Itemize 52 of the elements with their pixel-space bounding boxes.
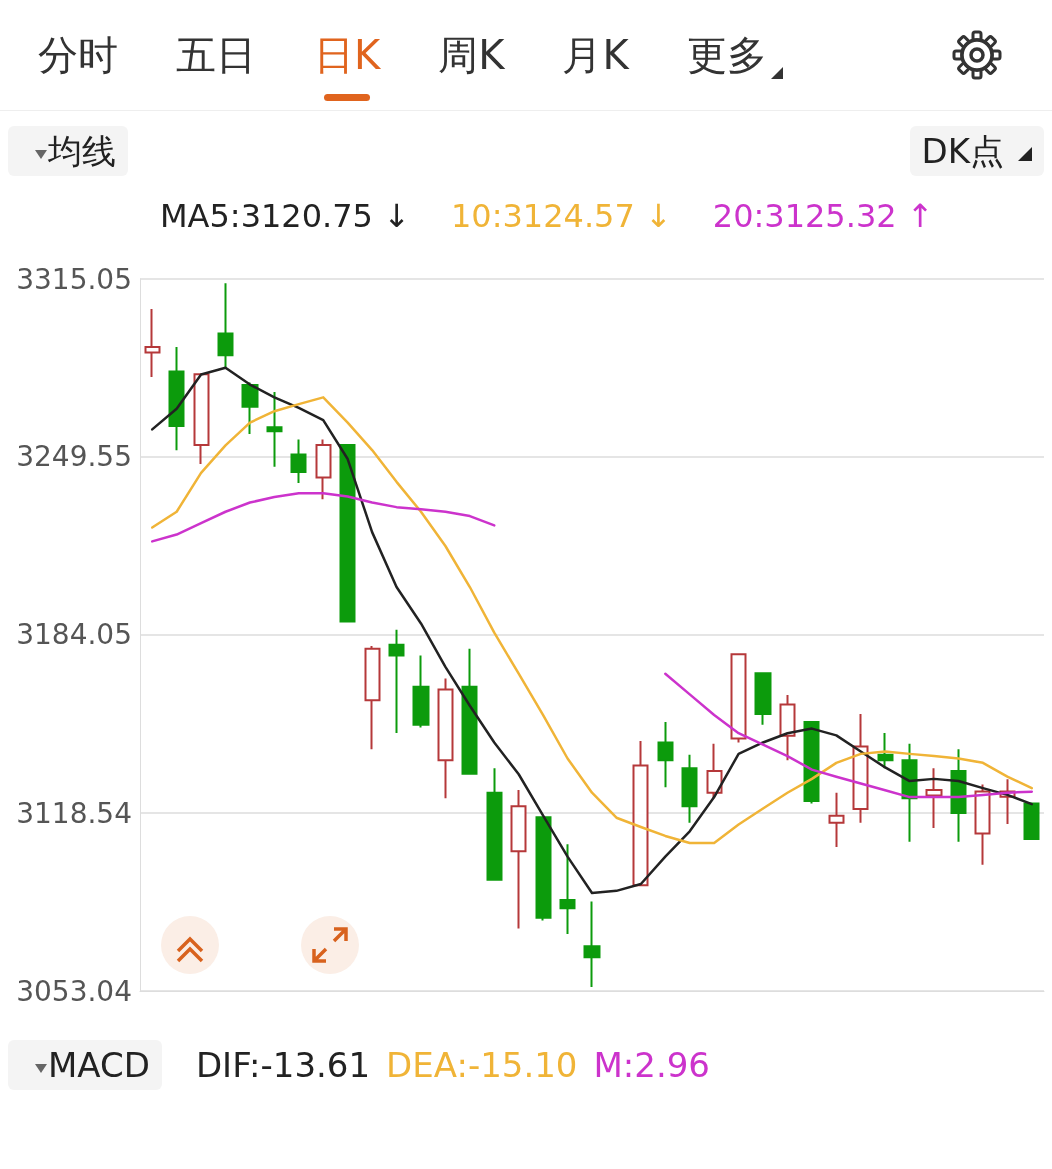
text: 日K — [314, 30, 381, 80]
candlestick — [144, 308, 161, 378]
text: 更多 — [686, 30, 767, 80]
candlestick — [535, 816, 552, 922]
y-tick-label: 3053.04 — [16, 974, 132, 1008]
text: 周K — [438, 30, 505, 80]
candlestick — [388, 628, 405, 734]
y-tick-label: 3118.54 — [16, 796, 132, 830]
candlestick — [632, 740, 649, 887]
text: 分时 — [38, 30, 118, 80]
text: 月K — [562, 30, 629, 80]
text: MA5:3120.75 ↓ — [160, 197, 410, 235]
candlestick — [950, 748, 967, 843]
candlestick — [241, 381, 259, 436]
text: 均线 — [8, 126, 128, 176]
candlestick — [290, 438, 307, 484]
candlestick — [339, 443, 356, 623]
candlestick — [657, 721, 674, 789]
candlestick — [925, 767, 943, 830]
candlestick — [266, 390, 283, 468]
text: DEA:-15.10 — [386, 1045, 578, 1085]
candlestick — [828, 791, 845, 849]
y-tick-label: 3184.05 — [16, 618, 132, 652]
text: MACD — [8, 1040, 162, 1090]
text: DIF:-13.61 — [195, 1045, 371, 1085]
line-series — [150, 396, 1034, 845]
candlestick — [461, 647, 478, 775]
candlestick — [412, 654, 430, 729]
text: 20:3125.32 ↑ — [712, 197, 934, 235]
candlestick — [486, 767, 503, 881]
candlestick — [779, 693, 796, 762]
candlestick — [510, 789, 527, 930]
candlestick — [681, 753, 698, 824]
y-tick-label: 3315.05 — [16, 262, 132, 296]
text: 10:3124.57 ↓ — [450, 197, 672, 235]
candlestick — [437, 677, 454, 800]
text: DK点 — [909, 126, 1044, 176]
candlestick — [583, 900, 601, 989]
candlestick — [974, 783, 991, 866]
line-series — [150, 366, 1034, 895]
candlestick — [559, 843, 576, 936]
text: 五日 — [176, 30, 256, 80]
candlestick — [168, 346, 185, 452]
candlestick — [754, 672, 772, 726]
candlestick — [364, 644, 381, 751]
y-tick-label: 3249.55 — [16, 440, 132, 474]
candlestick — [315, 438, 332, 501]
candlestick — [193, 373, 210, 465]
text: M:2.96 — [593, 1045, 710, 1085]
candlestick — [730, 653, 747, 744]
candlestick — [1023, 802, 1040, 840]
candlestick — [217, 282, 234, 370]
